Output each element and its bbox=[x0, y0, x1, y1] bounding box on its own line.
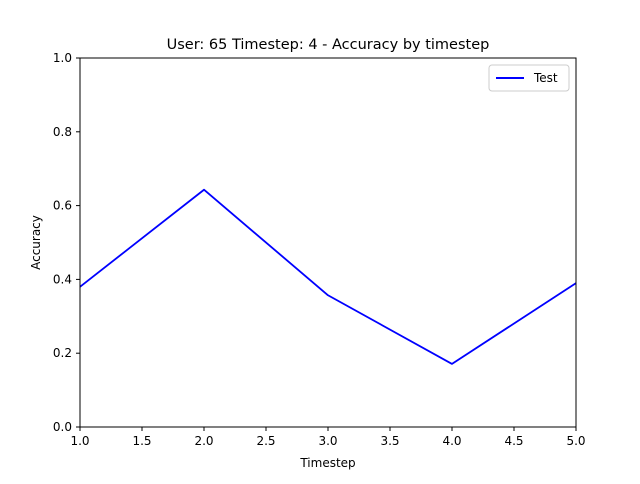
y-tick-label: 0.8 bbox=[53, 125, 72, 139]
chart-title: User: 65 Timestep: 4 - Accuracy by times… bbox=[167, 37, 490, 53]
x-tick-label: 1.5 bbox=[132, 434, 151, 448]
y-tick-label: 0.6 bbox=[53, 199, 72, 213]
y-tick-label: 1.0 bbox=[53, 51, 72, 65]
x-tick-label: 1.0 bbox=[70, 434, 89, 448]
x-tick-label: 5.0 bbox=[566, 434, 585, 448]
x-tick-label: 3.0 bbox=[318, 434, 337, 448]
legend: Test bbox=[488, 64, 570, 92]
x-tick-label: 4.0 bbox=[442, 434, 461, 448]
y-axis-ticks: 0.0 0.2 0.4 0.6 0.8 1.0 bbox=[53, 51, 80, 434]
x-axis-label: Timestep bbox=[299, 456, 355, 470]
y-axis-label: Accuracy bbox=[29, 215, 43, 270]
series-layer bbox=[79, 188, 577, 365]
y-tick-label: 0.2 bbox=[53, 346, 72, 360]
y-tick-label: 0.4 bbox=[53, 272, 72, 286]
plot-frame bbox=[79, 57, 577, 428]
x-tick-label: 3.5 bbox=[380, 434, 399, 448]
x-tick-label: 2.0 bbox=[194, 434, 213, 448]
y-tick-label: 0.0 bbox=[53, 420, 72, 434]
x-tick-label: 2.5 bbox=[256, 434, 275, 448]
x-axis-ticks: 1.0 1.5 2.0 2.5 3.0 3.5 4.0 4.5 5.0 bbox=[70, 427, 586, 448]
series-line-test bbox=[79, 188, 577, 365]
legend-label-test: Test bbox=[533, 71, 558, 85]
legend-box bbox=[488, 64, 570, 92]
x-tick-label: 4.5 bbox=[504, 434, 523, 448]
